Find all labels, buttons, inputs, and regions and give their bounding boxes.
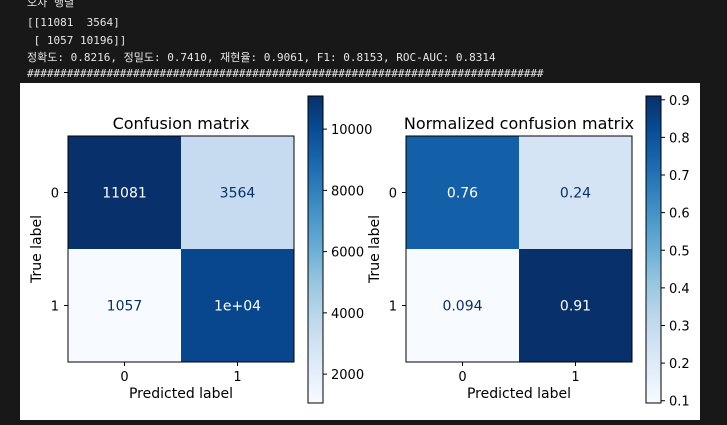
colorbar-tick-label: 0.8 (669, 131, 690, 146)
y-axis-label: True label (29, 215, 45, 284)
cell-value-label: 0.91 (560, 299, 591, 315)
heatmap-cell (519, 136, 632, 249)
cell-value-label: 3564 (220, 186, 256, 202)
colorbar-tick-label: 0.5 (669, 244, 690, 259)
colorbar-tick-label: 0.1 (669, 395, 690, 410)
heatmap-cell (406, 136, 519, 249)
y-axis-label: True label (367, 215, 383, 284)
chart-title: Confusion matrix (113, 114, 250, 133)
heatmap-cell (406, 249, 519, 362)
colorbar-tick-label: 0.6 (669, 207, 690, 222)
heatmap-cell (181, 136, 294, 249)
x-axis-label: Predicted label (129, 386, 233, 402)
console-matrix-row-2: [ 1057 10196]] (27, 34, 127, 47)
colorbar-tick-label: 10000 (331, 123, 372, 138)
colorbar-tick-label: 4000 (331, 307, 364, 322)
x-axis-label: Predicted label (467, 386, 571, 402)
plot-frame (405, 135, 633, 363)
colorbar-tick-label: 0.3 (669, 319, 690, 334)
colorbar (307, 95, 324, 404)
console-metrics: 정확도: 0.8216, 정밀도: 0.7410, 재현율: 0.9061, F… (27, 51, 496, 64)
heatmap-cell (181, 249, 294, 362)
y-tick-label: 1 (51, 300, 59, 315)
chart-title: Normalized confusion matrix (404, 114, 634, 133)
y-tick-label: 1 (389, 300, 397, 315)
heatmap-cell (68, 136, 181, 249)
console-separator: ########################################… (27, 67, 544, 80)
console-header: 오차 행렬 (27, 0, 75, 9)
colorbar-tick-label: 0.9 (669, 94, 690, 109)
console-matrix-row-1: [[11081 3564] (27, 16, 120, 29)
x-tick-label: 0 (458, 370, 466, 385)
cell-value-label: 11081 (102, 186, 147, 202)
colorbar-tick-label: 6000 (331, 246, 364, 261)
colorbar-tick-label: 0.4 (669, 282, 690, 297)
cell-value-label: 0.094 (442, 299, 482, 315)
heatmap-cell (68, 249, 181, 362)
y-tick-label: 0 (51, 187, 59, 202)
colorbar-tick-label: 8000 (331, 184, 364, 199)
cell-value-label: 0.76 (447, 186, 478, 202)
chart-panel-2: Normalized confusion matrix 0.76 0.24 0.094… (367, 94, 690, 410)
cell-value-label: 1e+04 (214, 299, 261, 315)
x-tick-label: 0 (120, 370, 128, 385)
colorbar-tick-label: 2000 (331, 368, 364, 383)
x-tick-label: 1 (233, 370, 241, 385)
colorbar-tick-label: 0.7 (669, 169, 690, 184)
cell-value-label: 0.24 (560, 186, 591, 202)
plot-frame (67, 135, 295, 363)
figure-output: Confusion matrix 11081 3564 1057 1e+04 0 1 0 1 Pr… (20, 83, 700, 420)
y-tick-label: 0 (389, 187, 397, 202)
heatmap-cell (519, 249, 632, 362)
x-tick-label: 1 (571, 370, 579, 385)
colorbar-tick-label: 0.2 (669, 357, 690, 372)
cell-value-label: 1057 (107, 299, 143, 315)
colorbar (645, 95, 662, 404)
